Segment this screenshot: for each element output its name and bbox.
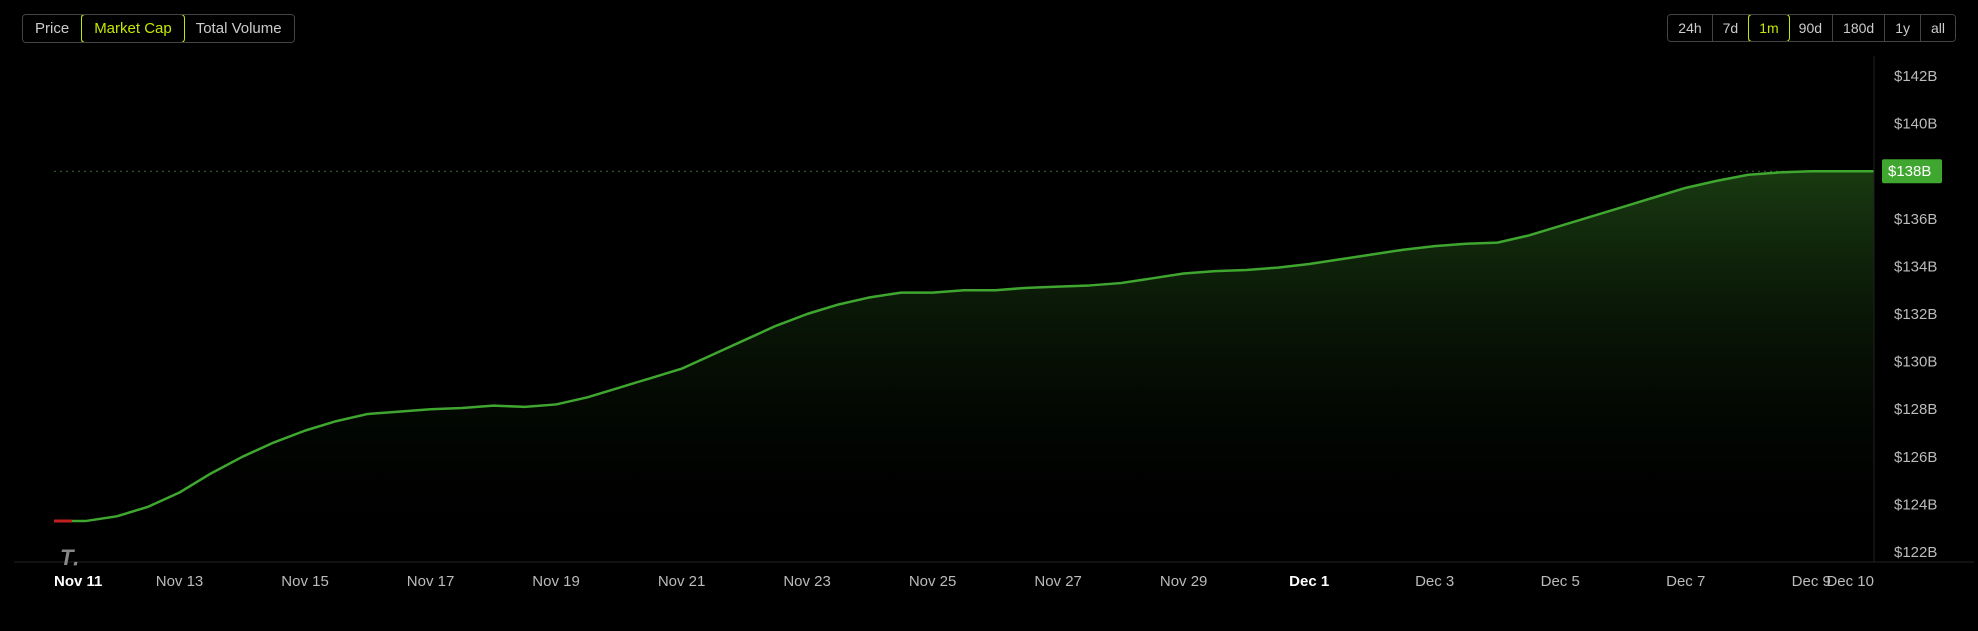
range-tab-90d[interactable]: 90d	[1789, 15, 1833, 41]
y-tick: $134B	[1894, 258, 1937, 275]
y-tick-label: $122B	[1894, 544, 1937, 561]
x-tick: Nov 17	[407, 573, 455, 590]
range-tab-7d[interactable]: 7d	[1713, 15, 1750, 41]
x-tick: Nov 23	[783, 573, 831, 590]
x-tick: Nov 27	[1034, 573, 1082, 590]
x-tick: Nov 15	[281, 573, 329, 590]
x-tick-label: Dec 9	[1792, 573, 1831, 590]
x-tick-label: Nov 23	[783, 573, 831, 590]
y-tick: $124B	[1894, 496, 1937, 513]
y-tick: $142B	[1894, 68, 1937, 85]
x-tick: Nov 29	[1160, 573, 1208, 590]
x-tick: Nov 21	[658, 573, 706, 590]
x-tick-label: Nov 25	[909, 573, 957, 590]
y-tick-label: $134B	[1894, 258, 1937, 275]
x-tick: Nov 25	[909, 573, 957, 590]
y-tick-label: $128B	[1894, 401, 1937, 418]
y-tick: $132B	[1894, 306, 1937, 323]
x-tick-label: Nov 21	[658, 573, 706, 590]
chart-area-fill	[54, 171, 1874, 552]
x-tick-label: Nov 11	[54, 573, 102, 590]
x-tick: Dec 1	[1289, 573, 1329, 590]
x-tick-label: Nov 17	[407, 573, 455, 590]
range-tab-180d[interactable]: 180d	[1833, 15, 1885, 41]
y-tick-label: $126B	[1894, 449, 1937, 466]
x-tick-label: Nov 29	[1160, 573, 1208, 590]
tradingview-logo: T․	[60, 545, 77, 571]
current-value-badge-text: $138B	[1888, 163, 1931, 180]
x-tick-label: Dec 3	[1415, 573, 1454, 590]
y-tick-label: $132B	[1894, 306, 1937, 323]
chart-svg: $142B $140B $138B $136B $134B $132B $130B $128B…	[0, 52, 1978, 631]
metric-tab-price[interactable]: Price	[23, 15, 82, 42]
x-tick-label: Nov 27	[1034, 573, 1082, 590]
metric-tab-total-volume[interactable]: Total Volume	[184, 15, 294, 42]
metric-tab-market-cap[interactable]: Market Cap	[81, 14, 185, 43]
range-tab-group: 24h7d1m90d180d1yall	[1667, 14, 1956, 42]
x-tick: Nov 13	[156, 573, 204, 590]
metric-tab-group: PriceMarket CapTotal Volume	[22, 14, 295, 43]
y-tick-label: $142B	[1894, 68, 1937, 85]
y-tick: $122B	[1894, 544, 1937, 561]
x-tick: Dec 3	[1415, 573, 1454, 590]
current-value-badge: $138B	[1882, 159, 1942, 183]
range-tab-1y[interactable]: 1y	[1885, 15, 1921, 41]
x-tick-label: Dec 5	[1541, 573, 1580, 590]
x-tick: Dec 7	[1666, 573, 1705, 590]
y-tick-label: $136B	[1894, 211, 1937, 228]
y-tick: $130B	[1894, 354, 1937, 371]
y-tick: $140B	[1894, 116, 1937, 133]
y-tick-label: $130B	[1894, 354, 1937, 371]
range-tab-24h[interactable]: 24h	[1668, 15, 1712, 41]
x-tick-label: Dec 10	[1826, 573, 1874, 590]
y-tick: $128B	[1894, 401, 1937, 418]
market-cap-chart: $142B $140B $138B $136B $134B $132B $130B $128B…	[0, 52, 1978, 631]
y-tick: $136B	[1894, 211, 1937, 228]
chart-container: PriceMarket CapTotal Volume 24h7d1m90d18…	[0, 0, 1978, 631]
x-tick-label: Nov 19	[532, 573, 580, 590]
x-tick: Dec 9	[1792, 573, 1831, 590]
x-tick: Nov 19	[532, 573, 580, 590]
range-tab-all[interactable]: all	[1921, 15, 1955, 41]
y-tick-label: $124B	[1894, 496, 1937, 513]
x-tick: Nov 11	[54, 573, 102, 590]
x-tick-label: Dec 7	[1666, 573, 1705, 590]
x-tick: Dec 10	[1826, 573, 1874, 590]
y-tick: $126B	[1894, 449, 1937, 466]
range-tab-1m[interactable]: 1m	[1748, 14, 1789, 42]
x-tick-label: Nov 13	[156, 573, 204, 590]
x-tick-label: Nov 15	[281, 573, 329, 590]
x-tick-label: Dec 1	[1289, 573, 1329, 590]
y-tick-label: $140B	[1894, 116, 1937, 133]
x-tick: Dec 5	[1541, 573, 1580, 590]
